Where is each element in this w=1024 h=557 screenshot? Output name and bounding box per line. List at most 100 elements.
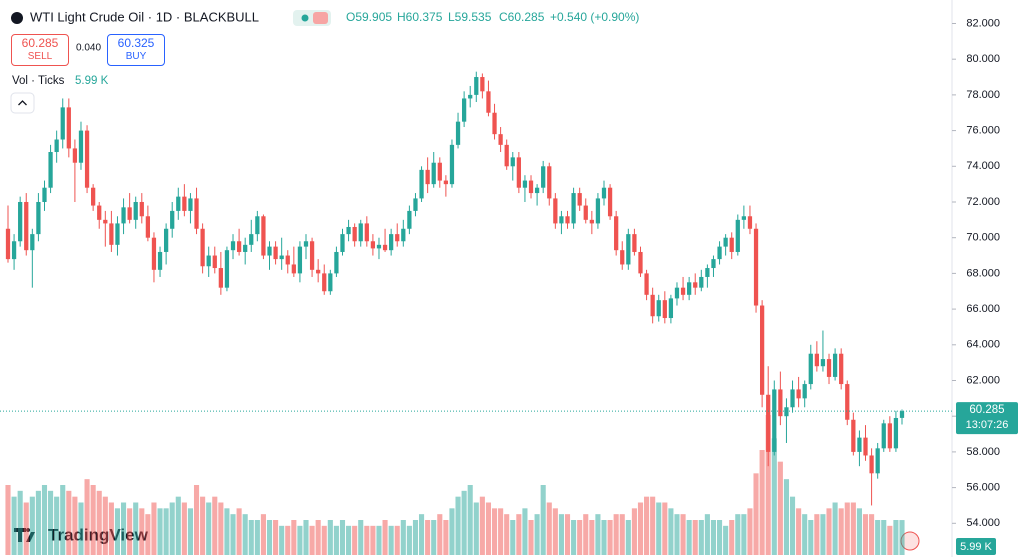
- volume-bar: [169, 502, 175, 555]
- volume-bar: [23, 502, 29, 555]
- candle-body: [261, 216, 266, 256]
- volume-bar: [315, 520, 321, 555]
- buy-button[interactable]: 60.325 BUY: [107, 34, 165, 66]
- volume-bar: [437, 514, 443, 555]
- volume-bar: [212, 496, 218, 555]
- candle-body: [753, 228, 759, 306]
- buy-label: BUY: [125, 51, 147, 62]
- volume-bar: [607, 520, 613, 555]
- candle-body: [243, 244, 248, 252]
- candle-body: [24, 201, 29, 251]
- candle-body: [474, 77, 479, 95]
- volume-bar: [163, 508, 169, 555]
- candle-body: [419, 169, 424, 199]
- volume-bar: [443, 520, 449, 555]
- volume-bar: [680, 514, 686, 555]
- y-tick-label: 64.000: [966, 339, 1000, 351]
- candle-body: [772, 389, 777, 452]
- candle-body: [595, 198, 601, 224]
- candle-body: [91, 187, 96, 206]
- y-tick-label: 56.000: [966, 482, 1000, 494]
- volume-bar: [187, 508, 194, 555]
- volume-bar: [346, 525, 352, 555]
- volume-bar: [540, 485, 546, 555]
- candle-body: [802, 384, 807, 399]
- volume-axis-label: 5.99 K: [960, 541, 992, 553]
- ohlc-change: +0.540 (+0.90%): [550, 10, 639, 24]
- candle-body: [151, 237, 157, 270]
- candle-body: [176, 196, 181, 211]
- volume-bar: [698, 520, 704, 555]
- volume-bar: [802, 514, 808, 555]
- collapse-button[interactable]: [10, 92, 35, 114]
- candle-body: [601, 187, 607, 199]
- volume-bar: [735, 514, 741, 555]
- volume-bar: [218, 502, 224, 555]
- candle-body: [486, 91, 491, 113]
- volume-bar: [358, 520, 364, 555]
- candle-body: [522, 180, 528, 188]
- buy-price: 60.325: [117, 36, 155, 50]
- candle-body: [334, 251, 339, 274]
- volume-bar: [254, 520, 260, 555]
- candle-body: [790, 389, 795, 408]
- candle-body: [5, 228, 11, 260]
- volume-bar: [765, 415, 771, 555]
- candle-body: [887, 423, 892, 449]
- candle-body: [157, 251, 163, 270]
- ohlc-low: L59.535: [448, 10, 492, 24]
- candle-body: [352, 226, 357, 242]
- candle-body: [48, 152, 53, 188]
- candle-body: [820, 359, 826, 367]
- volume-bar: [236, 508, 242, 555]
- volume-bar: [844, 502, 850, 555]
- volume-bar: [881, 520, 887, 555]
- volume-bar: [613, 514, 619, 555]
- candle-body: [431, 162, 436, 185]
- volume-bar: [297, 525, 303, 555]
- candle-body: [729, 237, 734, 252]
- candle-body: [656, 300, 661, 317]
- y-tick-label: 62.000: [966, 374, 1000, 386]
- candles: [5, 71, 905, 506]
- candle-body: [279, 255, 284, 260]
- volume-bar: [388, 525, 394, 555]
- candle-body: [680, 287, 686, 295]
- volume-bar: [90, 485, 96, 555]
- candle-body: [97, 205, 102, 220]
- volume-bar: [650, 496, 656, 555]
- candle-body: [693, 282, 698, 288]
- candle-body: [565, 216, 570, 224]
- candle-body: [395, 234, 400, 242]
- volume-pane: [5, 415, 905, 555]
- candle-body: [78, 130, 84, 163]
- volume-bar: [418, 514, 425, 555]
- volume-bar: [473, 502, 479, 555]
- volume-bar: [309, 525, 315, 555]
- sell-button[interactable]: 60.285 SELL: [11, 34, 69, 66]
- volume-bar: [175, 496, 181, 555]
- candle-body: [699, 276, 704, 288]
- candle-body: [899, 411, 905, 418]
- volume-bar: [564, 514, 571, 555]
- candle-body: [832, 353, 838, 377]
- volume-bar: [5, 485, 11, 555]
- volume-bar: [114, 508, 121, 555]
- candle-body: [839, 353, 844, 385]
- volume-bar: [102, 496, 108, 555]
- candle-body: [139, 201, 144, 217]
- candle-body: [230, 241, 236, 251]
- volume-bar: [838, 508, 844, 555]
- candle-body: [468, 94, 473, 99]
- candle-body: [516, 157, 521, 188]
- volume-bar: [686, 520, 692, 555]
- volume-bar: [157, 508, 163, 555]
- volume-bar: [856, 508, 862, 555]
- candle-body: [145, 216, 151, 238]
- volume-bar: [716, 520, 723, 555]
- volume-bar: [370, 525, 376, 555]
- volume-bar: [826, 508, 832, 555]
- volume-bar: [339, 520, 346, 555]
- candle-body: [553, 198, 558, 224]
- candle-body: [127, 207, 132, 220]
